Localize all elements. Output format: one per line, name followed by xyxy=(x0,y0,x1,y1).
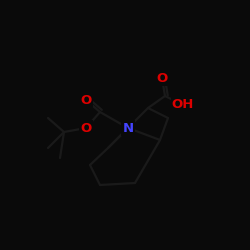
Text: O: O xyxy=(80,94,92,106)
Text: O: O xyxy=(156,72,168,85)
Text: OH: OH xyxy=(172,98,194,112)
Text: N: N xyxy=(122,122,134,134)
Text: O: O xyxy=(80,122,92,134)
